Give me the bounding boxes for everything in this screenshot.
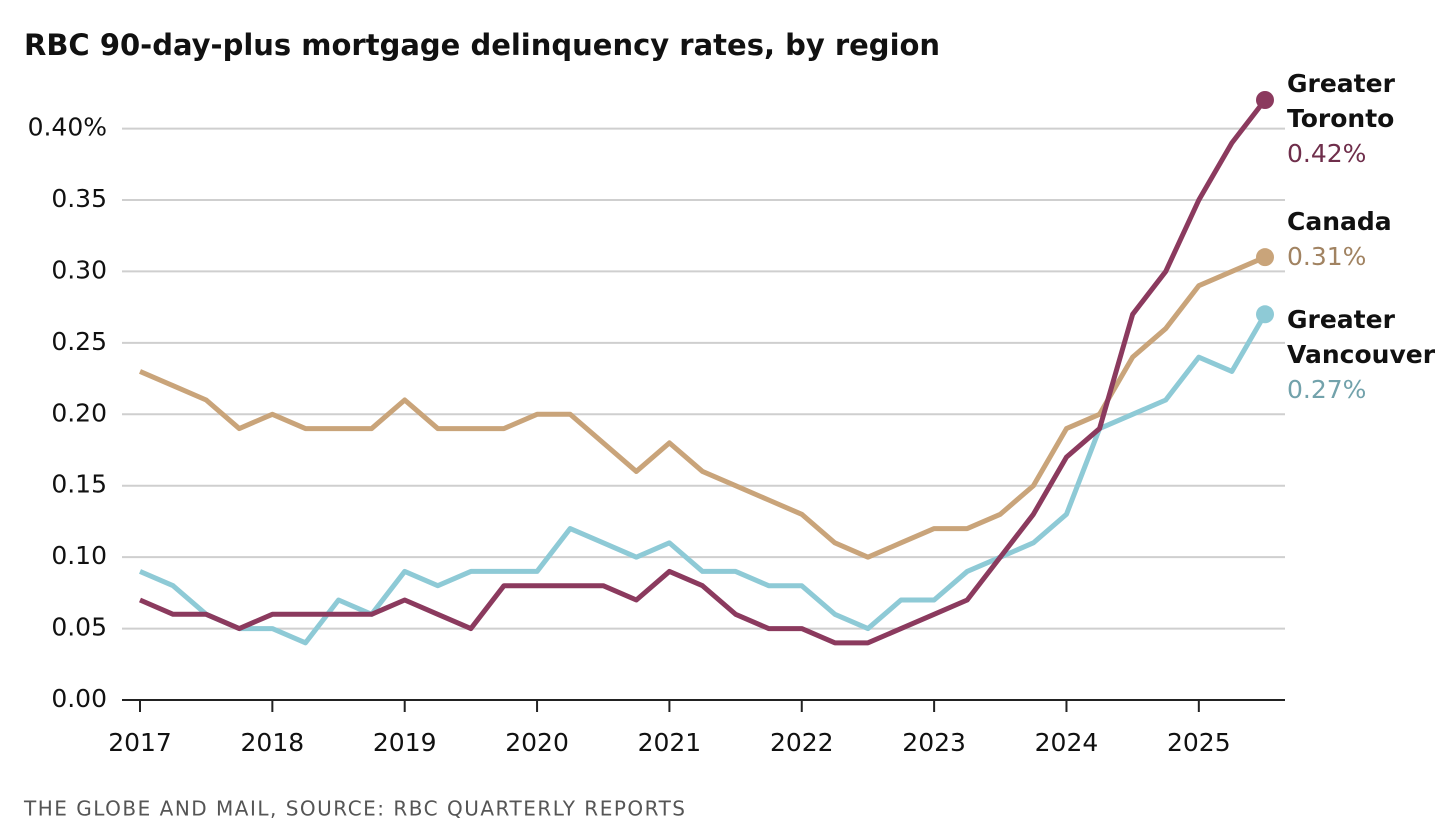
series-line [139,254,1266,560]
x-tick-label: 2024 [1035,728,1099,757]
y-tick-label: 0.05 [51,613,107,642]
x-tick-label: 2017 [108,728,172,757]
x-tick-label: 2025 [1167,728,1231,757]
series-label: Greater Vancouver 0.27% [1287,302,1447,407]
x-tick-label: 2023 [902,728,966,757]
end-dot [1256,305,1274,324]
y-tick-label: 0.30 [51,255,107,284]
series-label: Greater Toronto 0.42% [1287,66,1447,171]
x-tick-label: 2020 [505,728,569,757]
value-label: 0.31% [1287,242,1367,272]
source: THE GLOBE AND MAIL, SOURCE: RBC QUARTERL… [23,797,687,821]
series-label: Canada 0.31% [1287,204,1447,274]
y-tick-label: 0.20 [51,398,107,427]
x-tick-label: 2021 [638,728,702,757]
end-dot [1256,248,1274,267]
legend-entry: Canada [1287,207,1392,237]
series-line [139,98,1267,646]
y-tick-label: 0.35 [51,184,107,213]
y-tick-label: 0.25 [51,327,107,356]
chart-title: RBC 90-day-plus mortgage delinquency rat… [24,28,940,62]
x-tick-label: 2019 [373,728,437,757]
value-label: 0.42% [1287,139,1367,168]
value-label: 0.27% [1287,375,1367,405]
y-tick-label: 0.15 [51,470,107,499]
y-tick-label: 0.00 [51,684,107,713]
x-tick-label: 2018 [241,728,305,757]
x-tick-label: 2022 [770,728,834,757]
legend-entry: Greater Vancouver [1287,305,1436,370]
y-tick-label: 0.10 [51,541,107,570]
y-tick-label: 0.40% [28,113,107,142]
legend-entry: Greater Toronto [1287,69,1395,133]
series-line [139,313,1268,646]
end-dot [1256,91,1274,109]
